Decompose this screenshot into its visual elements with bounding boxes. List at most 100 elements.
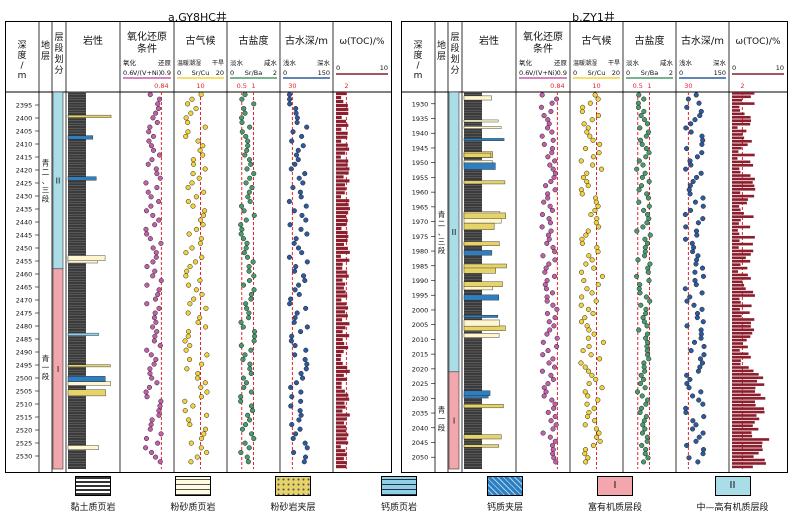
panel-b-depth-label: 1965 — [412, 203, 429, 211]
panel-a-header-segment: 层 — [54, 32, 63, 43]
panel-b-climate-point — [585, 228, 591, 234]
panel-b-redox-point — [551, 405, 557, 411]
panel-b-salinity-point — [634, 166, 640, 172]
panel-b-climate-point — [595, 249, 601, 255]
panel-b-salinity-point — [645, 195, 652, 201]
panel-b-redox-point — [545, 154, 551, 160]
panel-b-climate-point — [591, 331, 597, 337]
panel-a-climate-point — [185, 329, 192, 335]
panel-b-redox-point — [547, 220, 553, 226]
panel-a-redox-point — [147, 236, 153, 242]
panel-b-toc-bar — [732, 307, 740, 311]
panel-b-toc-bar — [732, 119, 752, 123]
panel-b-water-point — [691, 302, 697, 308]
panel-b-water-point — [686, 187, 692, 193]
panel-b-toc-bar — [732, 115, 751, 119]
panel-b-lith-silt — [463, 222, 495, 230]
panel-a-depth-label: 2455 — [16, 258, 33, 266]
panel-b-climate-point — [580, 174, 586, 180]
panel-b-salinity-point — [639, 430, 646, 436]
panel-a-lith-silt — [67, 114, 112, 118]
panel-b-header-segment: 层 — [450, 32, 459, 43]
panel-a-segment-code-II: II — [56, 176, 61, 185]
panel-a-redox-point — [144, 231, 150, 237]
panel-b-redox-point — [544, 240, 550, 246]
panel-a-toc-bar — [336, 357, 341, 362]
panel-a-redox-point — [150, 133, 156, 139]
panel-b-toc-bar — [732, 393, 761, 397]
panel-b-redox-point — [541, 385, 547, 391]
panel-a-depth-label: 2520 — [16, 427, 33, 435]
panel-a-water-point — [289, 394, 295, 400]
panel-a-toc-bar — [336, 191, 345, 195]
panel-b-climate-point — [580, 348, 586, 354]
panel-a-toc-bar — [336, 302, 347, 306]
panel-a-water-point — [296, 175, 302, 181]
panel-a-salinity-point — [246, 264, 252, 270]
panel-a-climate-point — [185, 310, 191, 316]
panel-a-toc-bar — [336, 218, 348, 223]
panel-b-water-point — [700, 319, 706, 325]
panel-a-segment-code-I: I — [57, 365, 59, 374]
panel-b-toc-bar — [732, 122, 751, 126]
panel-a-toc-bar — [336, 385, 342, 389]
panel-a-water-point — [300, 375, 306, 381]
panel-a-water-point — [299, 250, 305, 256]
panel-a-salinity-point — [241, 282, 247, 288]
panel-a-water-point — [298, 226, 304, 232]
panel-a-redox-point — [146, 138, 152, 144]
panel-b-climate-point — [591, 405, 597, 411]
panel-b-water-point — [687, 207, 694, 213]
panel-a-water-point — [288, 296, 294, 302]
panel-b-redox-point — [545, 232, 551, 238]
panel-a-title: a.GY8HC井 — [168, 11, 227, 24]
panel-a-climate-point — [204, 389, 210, 395]
panel-a-salinity-point — [239, 226, 245, 232]
panel-a-redox-point — [154, 380, 160, 386]
panel-a-water-point — [286, 92, 293, 98]
panel-a-salinity-point — [243, 180, 249, 186]
panel-a-redox-point — [144, 394, 150, 400]
panel-b-depth-label: 2025 — [412, 380, 429, 388]
panel-b-redox-point — [546, 319, 552, 325]
panel-a-water-point — [292, 287, 298, 293]
panel-b-climate-point — [585, 393, 591, 399]
panel-a-formation-lower: 青 — [42, 353, 50, 363]
panel-a-salinity-point — [250, 259, 256, 265]
panel-b-lith-silt — [463, 212, 506, 219]
panel-b-depth-label: 1955 — [412, 174, 429, 182]
panel-b-toc-bar — [732, 414, 757, 417]
panel-b-toc-bar — [732, 232, 740, 236]
panel-b-water-point — [688, 348, 694, 354]
panel-b-toc-bar — [732, 421, 755, 424]
panel-b-depth-label: 2005 — [412, 321, 429, 329]
panel-a-water-point — [304, 124, 310, 130]
panel-b-water-point — [695, 220, 701, 226]
panel-b-water-point — [700, 216, 706, 222]
panel-a-toc-bar — [336, 306, 349, 310]
panel-b-water-point — [701, 343, 707, 350]
panel-b-redox-point — [547, 162, 553, 168]
panel-a-header-paleoclimate: 古气候 — [186, 34, 216, 47]
panel-b-salinity-point — [643, 294, 649, 300]
panel-b-water-point — [687, 183, 693, 189]
panel-a-water-point — [293, 380, 299, 386]
panel-b-redox-point — [551, 455, 557, 461]
panel-a-water-point — [302, 440, 308, 446]
panel-a-redox-point — [153, 110, 159, 116]
panel-b-redox-point — [548, 178, 554, 185]
panel-b-water-point — [700, 401, 706, 407]
panel-b-toc-bar — [732, 321, 751, 325]
panel-a-water-point — [293, 110, 299, 116]
panel-b-water-point — [699, 265, 706, 271]
panel-b-climate-point — [579, 294, 585, 300]
panel-a-redox-point — [157, 459, 163, 465]
panel-a-salinity-point — [251, 212, 257, 218]
panel-b-depth-label: 1930 — [412, 100, 429, 108]
panel-a-water-left: 浅水 — [283, 58, 297, 67]
panel-a-redox-right: 还原 — [158, 59, 172, 67]
panel-b-toc-bar — [732, 448, 763, 452]
panel-b-redox-param: V/(V+Ni) — [529, 69, 557, 77]
panel-a-toc-bar — [336, 278, 343, 282]
panel-b-depth-label: 1975 — [412, 233, 429, 241]
